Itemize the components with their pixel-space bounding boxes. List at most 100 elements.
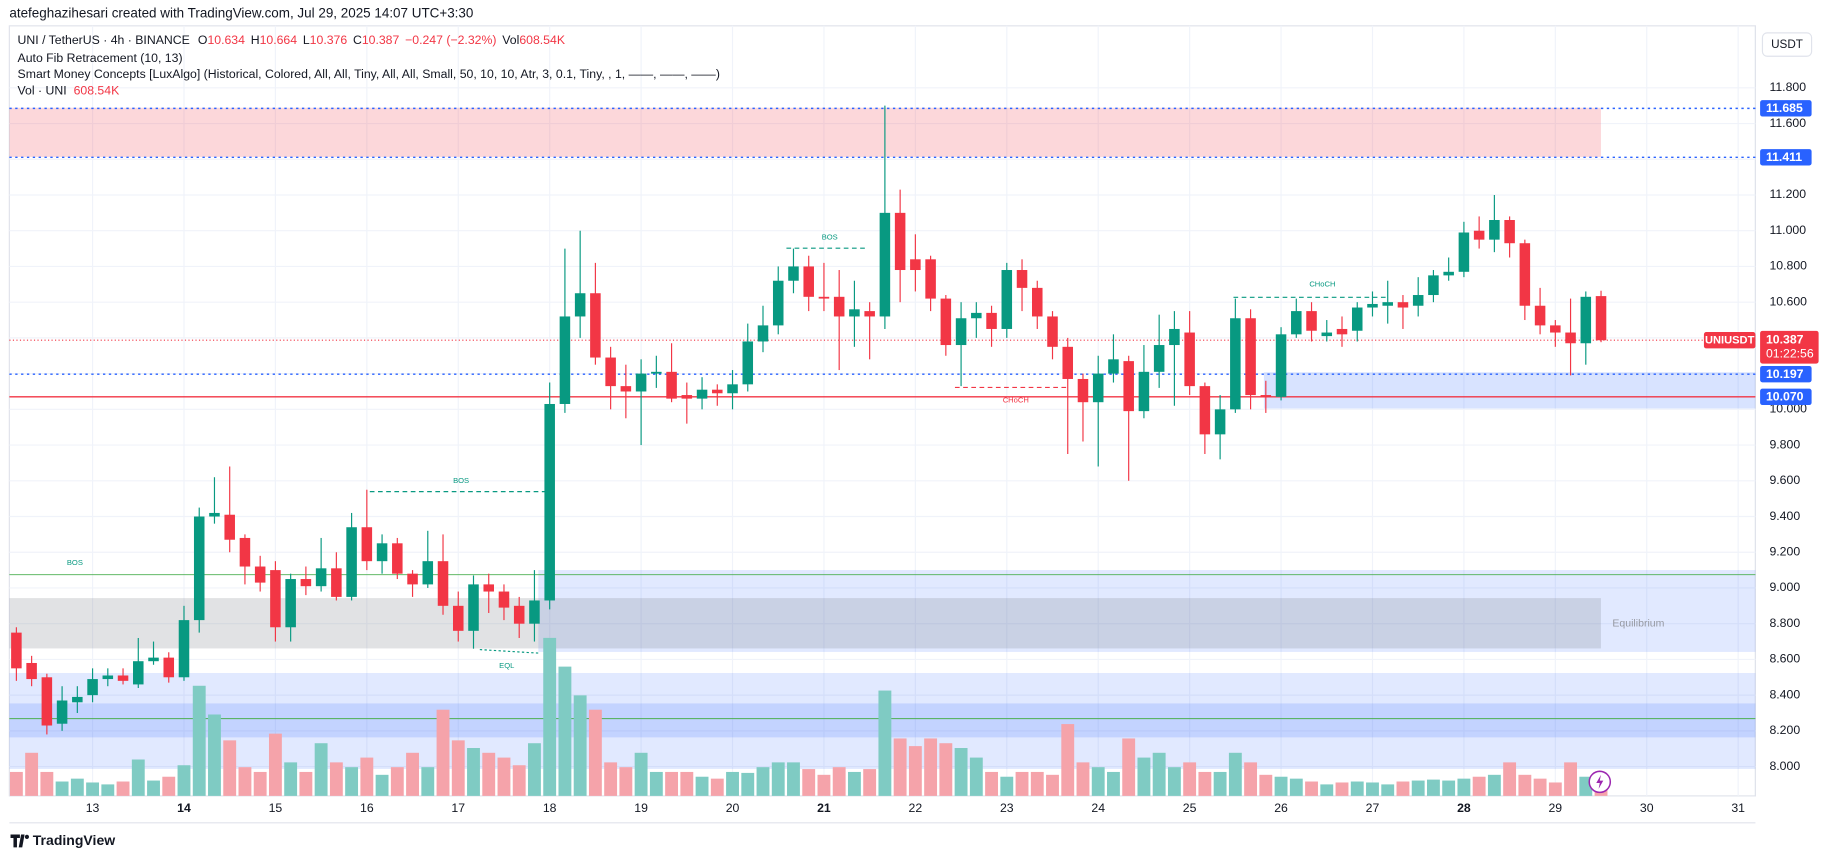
- price-tag: [1760, 149, 1812, 166]
- price-tag-label: 10.197: [1766, 367, 1804, 381]
- candle-body: [1351, 307, 1363, 331]
- alert-bolt: [1596, 774, 1604, 789]
- ohlc-value: 10.664: [260, 33, 298, 47]
- candle-body: [1489, 220, 1500, 240]
- candle-body: [1153, 345, 1165, 372]
- candle-body: [1473, 230, 1485, 240]
- volume-bar: [1015, 771, 1029, 796]
- volume-bar: [436, 709, 450, 796]
- candle-body: [1412, 295, 1424, 306]
- candle-body: [178, 620, 190, 678]
- y-tick-label: 11.200: [1769, 187, 1806, 201]
- candle-body: [544, 403, 555, 601]
- candle-body: [864, 311, 875, 317]
- y-tick-label: 11.800: [1769, 80, 1806, 94]
- volume-bar: [969, 757, 983, 796]
- candle-body: [666, 371, 677, 399]
- volume-bar: [619, 767, 633, 796]
- x-tick-label: 14: [177, 801, 191, 815]
- volume-bar: [1350, 781, 1364, 796]
- indicator-name[interactable]: Auto Fib Retracement (10, 13): [18, 51, 183, 65]
- x-tick-label: 21: [817, 801, 831, 815]
- volume-bar: [756, 767, 770, 796]
- volume-bar: [116, 781, 130, 796]
- annotation: BOS: [822, 233, 838, 242]
- candle-body: [41, 677, 53, 726]
- candle-body: [1138, 371, 1150, 412]
- volume-bar: [101, 784, 115, 796]
- candle-body: [1077, 378, 1089, 403]
- volume-bar: [1228, 752, 1242, 796]
- candle-body: [651, 371, 662, 374]
- candle-body: [270, 570, 281, 628]
- candle-body: [361, 527, 373, 562]
- volume-bar: [1244, 762, 1258, 796]
- candle-body: [1123, 361, 1134, 412]
- volume-bar: [847, 771, 861, 796]
- annotation: BOS: [67, 558, 83, 567]
- candle-body: [955, 318, 967, 346]
- volume-bar: [528, 743, 541, 796]
- candle-body: [818, 296, 830, 299]
- candle-body: [1092, 373, 1104, 403]
- volume-bar: [1472, 776, 1486, 796]
- volume-bar: [1442, 780, 1456, 796]
- annotation: BOS: [453, 476, 469, 485]
- volume-bar: [25, 752, 39, 796]
- volume-bar: [86, 782, 100, 796]
- y-tick-label: 10.600: [1769, 294, 1807, 308]
- volume-bar: [1503, 762, 1517, 796]
- x-tick-label: 31: [1731, 801, 1745, 815]
- volume-bar: [832, 767, 846, 796]
- volume-bar: [345, 767, 359, 796]
- eql-line: [479, 649, 539, 654]
- volume-name[interactable]: Vol · UNI: [18, 84, 67, 98]
- volume-bar: [238, 767, 252, 796]
- volume-bar: [1030, 771, 1044, 796]
- candle-body: [910, 259, 921, 271]
- currency-button[interactable]: [1761, 32, 1813, 57]
- volume-bar: [1213, 771, 1227, 796]
- volume-bar: [787, 762, 800, 796]
- last-price-tag: [1760, 330, 1819, 364]
- candle-body: [1001, 270, 1013, 329]
- candle-body: [56, 700, 68, 724]
- price-tag: [1760, 388, 1812, 406]
- candle-body: [1199, 386, 1211, 435]
- volume-bar: [634, 752, 648, 796]
- change: −0.247 (−2.32%): [405, 33, 496, 47]
- candle-body: [529, 600, 540, 624]
- currency: USDT: [1771, 38, 1803, 51]
- brand-logo: [10, 834, 25, 848]
- candle-body: [590, 293, 601, 358]
- y-tick-label: 9.800: [1769, 437, 1800, 451]
- vol-label: Vol: [502, 33, 519, 47]
- volume-bar: [1198, 771, 1212, 796]
- volume-bar: [1076, 762, 1090, 796]
- candle-body: [879, 212, 891, 317]
- indicator-name[interactable]: Smart Money Concepts [LuxAlgo] (Historic…: [18, 67, 720, 81]
- candle-body: [1519, 243, 1531, 306]
- brand-logo: [24, 834, 30, 839]
- x-tick-label: 20: [726, 801, 740, 815]
- price-levels: [9, 107, 1756, 398]
- candle-body: [483, 584, 494, 592]
- brand-name[interactable]: TradingView: [33, 832, 115, 848]
- volume-bar: [1335, 782, 1349, 796]
- candle-body: [224, 514, 235, 540]
- volume-bar: [40, 771, 54, 796]
- candle-body: [315, 568, 327, 587]
- author-line: atefeghazihesari created with TradingVie…: [9, 6, 473, 21]
- last-price-label: 10.387: [1766, 332, 1804, 346]
- y-tick-label: 8.200: [1769, 723, 1800, 737]
- candle-body: [437, 561, 449, 606]
- x-tick-label: 27: [1366, 801, 1380, 815]
- volume-bar: [208, 714, 221, 796]
- volume-bar: [482, 752, 496, 796]
- annotation: EQL: [499, 661, 514, 670]
- volume-bar: [863, 769, 877, 796]
- candle-body: [833, 296, 845, 317]
- candle-body: [1321, 332, 1333, 337]
